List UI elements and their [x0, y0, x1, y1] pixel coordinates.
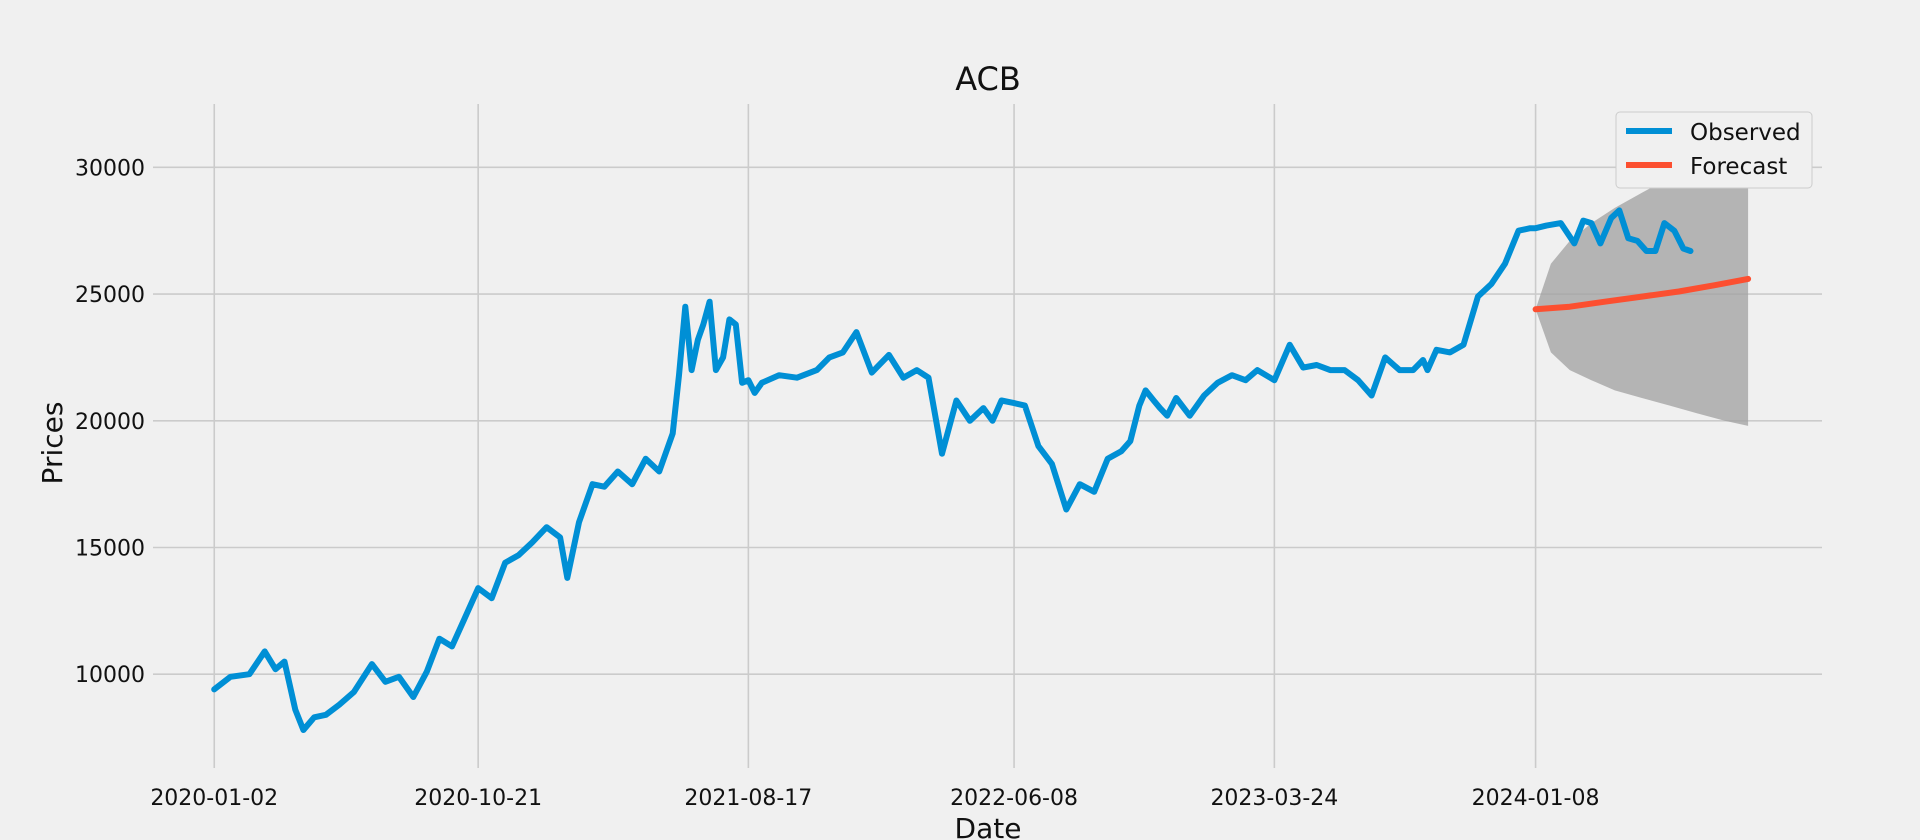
chart-title: ACB [955, 60, 1021, 98]
y-tick-label: 20000 [75, 410, 145, 435]
legend-label-forecast: Forecast [1690, 154, 1787, 180]
x-tick-label: 2020-01-02 [150, 786, 278, 811]
y-tick-label: 30000 [75, 156, 145, 181]
y-tick-label: 15000 [75, 537, 145, 562]
series-layer [211, 207, 1752, 733]
legend: Observed Forecast [1615, 111, 1813, 189]
x-tick-label: 2024-01-08 [1472, 786, 1600, 811]
x-tick-label: 2023-03-24 [1210, 786, 1338, 811]
x-tick-label: 2022-06-08 [950, 786, 1078, 811]
y-tick-label: 25000 [75, 283, 145, 308]
legend-label-observed: Observed [1690, 120, 1801, 146]
observed-series-line [211, 207, 1694, 733]
grid [153, 104, 1822, 768]
x-axis-title: Date [955, 812, 1022, 840]
confidence-band-layer [1535, 126, 1749, 426]
x-tick-label: 2021-08-17 [684, 786, 812, 811]
forecast-confidence-band [1535, 126, 1749, 426]
y-tick-label: 10000 [75, 663, 145, 688]
tick-labels: 10000 15000 20000 25000 30000 2020-01-02 2020-… [75, 156, 1600, 811]
forecast-series-line [1532, 275, 1752, 313]
x-tick-label: 2020-10-21 [414, 786, 542, 811]
y-axis-title: Prices [36, 402, 69, 485]
